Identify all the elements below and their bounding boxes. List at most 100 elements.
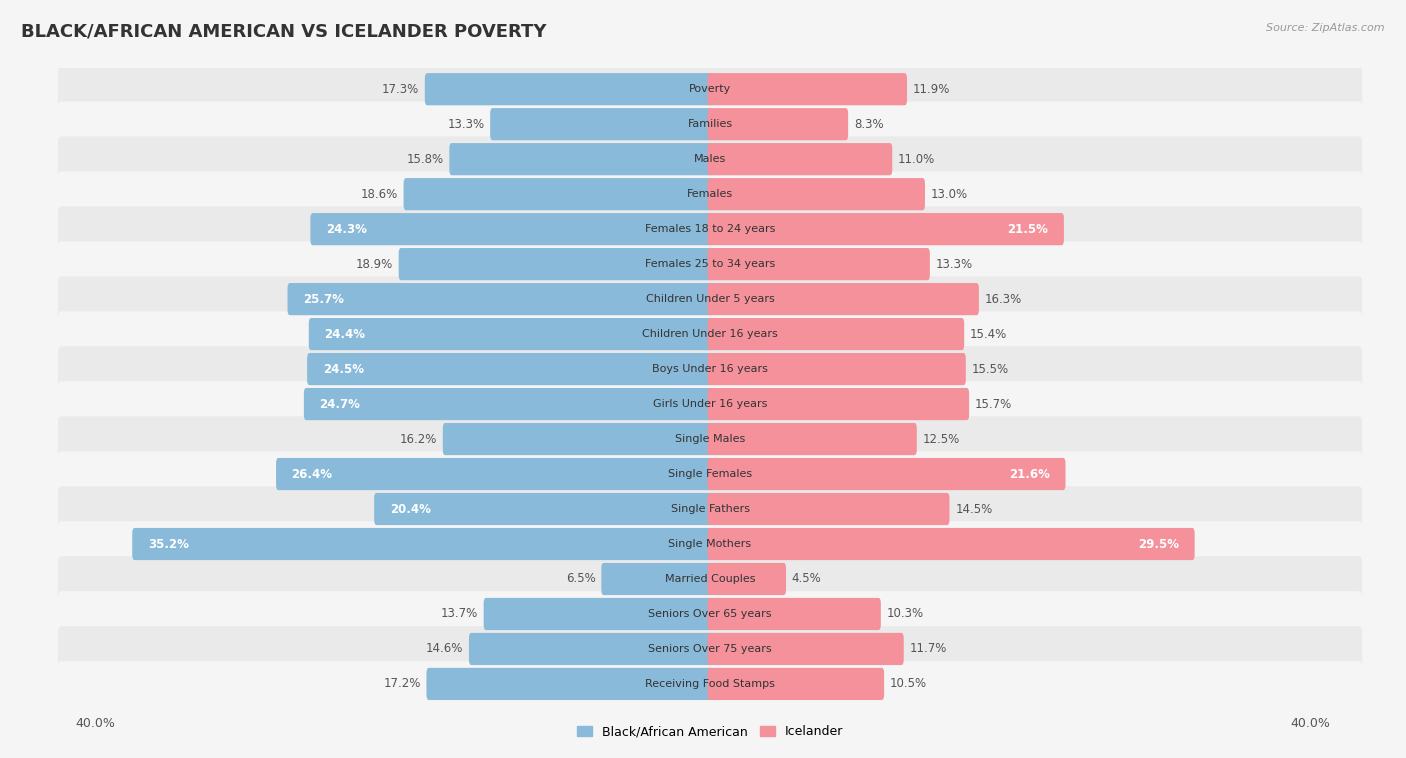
- FancyBboxPatch shape: [58, 67, 1362, 112]
- FancyBboxPatch shape: [287, 283, 713, 315]
- Text: 4.5%: 4.5%: [792, 572, 821, 585]
- Text: Married Couples: Married Couples: [665, 574, 755, 584]
- FancyBboxPatch shape: [707, 353, 966, 385]
- Text: 13.3%: 13.3%: [935, 258, 973, 271]
- Text: Children Under 5 years: Children Under 5 years: [645, 294, 775, 304]
- FancyBboxPatch shape: [707, 73, 907, 105]
- Text: 6.5%: 6.5%: [565, 572, 596, 585]
- Text: 29.5%: 29.5%: [1137, 537, 1180, 550]
- FancyBboxPatch shape: [399, 248, 713, 280]
- FancyBboxPatch shape: [707, 283, 979, 315]
- Text: Females 18 to 24 years: Females 18 to 24 years: [645, 224, 775, 234]
- Text: Poverty: Poverty: [689, 84, 731, 94]
- FancyBboxPatch shape: [707, 423, 917, 455]
- Text: 10.3%: 10.3%: [887, 607, 924, 621]
- Text: 15.5%: 15.5%: [972, 362, 1008, 375]
- FancyBboxPatch shape: [707, 213, 1064, 246]
- Text: 11.7%: 11.7%: [910, 643, 946, 656]
- Text: 14.6%: 14.6%: [426, 643, 463, 656]
- Text: 12.5%: 12.5%: [922, 433, 960, 446]
- FancyBboxPatch shape: [707, 563, 786, 595]
- Text: 10.5%: 10.5%: [890, 678, 927, 691]
- Text: Source: ZipAtlas.com: Source: ZipAtlas.com: [1267, 23, 1385, 33]
- FancyBboxPatch shape: [58, 661, 1362, 706]
- FancyBboxPatch shape: [58, 102, 1362, 147]
- Text: Single Mothers: Single Mothers: [668, 539, 752, 549]
- FancyBboxPatch shape: [707, 143, 893, 175]
- Text: 24.4%: 24.4%: [325, 327, 366, 340]
- Text: 24.5%: 24.5%: [322, 362, 364, 375]
- Text: 17.2%: 17.2%: [384, 678, 420, 691]
- Text: Receiving Food Stamps: Receiving Food Stamps: [645, 679, 775, 689]
- FancyBboxPatch shape: [58, 136, 1362, 182]
- FancyBboxPatch shape: [707, 108, 848, 140]
- FancyBboxPatch shape: [707, 528, 1195, 560]
- FancyBboxPatch shape: [58, 346, 1362, 392]
- Text: 24.7%: 24.7%: [319, 398, 360, 411]
- Text: Males: Males: [695, 154, 725, 164]
- FancyBboxPatch shape: [58, 206, 1362, 252]
- Text: 40.0%: 40.0%: [1291, 717, 1330, 731]
- Text: Single Fathers: Single Fathers: [671, 504, 749, 514]
- Text: 14.5%: 14.5%: [955, 503, 993, 515]
- Text: BLACK/AFRICAN AMERICAN VS ICELANDER POVERTY: BLACK/AFRICAN AMERICAN VS ICELANDER POVE…: [21, 23, 547, 41]
- FancyBboxPatch shape: [707, 318, 965, 350]
- FancyBboxPatch shape: [707, 248, 929, 280]
- FancyBboxPatch shape: [58, 241, 1362, 287]
- Text: 25.7%: 25.7%: [304, 293, 344, 305]
- FancyBboxPatch shape: [309, 318, 713, 350]
- Text: Single Females: Single Females: [668, 469, 752, 479]
- Text: 16.2%: 16.2%: [399, 433, 437, 446]
- FancyBboxPatch shape: [311, 213, 713, 246]
- Text: 11.9%: 11.9%: [912, 83, 950, 96]
- Text: Boys Under 16 years: Boys Under 16 years: [652, 364, 768, 374]
- FancyBboxPatch shape: [404, 178, 713, 210]
- Text: Children Under 16 years: Children Under 16 years: [643, 329, 778, 339]
- FancyBboxPatch shape: [491, 108, 713, 140]
- Legend: Black/African American, Icelander: Black/African American, Icelander: [572, 720, 848, 744]
- FancyBboxPatch shape: [443, 423, 713, 455]
- Text: 13.3%: 13.3%: [447, 117, 485, 130]
- FancyBboxPatch shape: [58, 381, 1362, 427]
- FancyBboxPatch shape: [58, 416, 1362, 462]
- FancyBboxPatch shape: [426, 668, 713, 700]
- FancyBboxPatch shape: [707, 178, 925, 210]
- Text: 15.4%: 15.4%: [970, 327, 1007, 340]
- FancyBboxPatch shape: [58, 591, 1362, 637]
- Text: 16.3%: 16.3%: [984, 293, 1022, 305]
- Text: Females: Females: [688, 190, 733, 199]
- Text: Seniors Over 75 years: Seniors Over 75 years: [648, 644, 772, 654]
- Text: Girls Under 16 years: Girls Under 16 years: [652, 399, 768, 409]
- Text: 11.0%: 11.0%: [898, 152, 935, 166]
- Text: Families: Families: [688, 119, 733, 129]
- FancyBboxPatch shape: [470, 633, 713, 665]
- FancyBboxPatch shape: [307, 353, 713, 385]
- Text: 15.7%: 15.7%: [974, 398, 1012, 411]
- FancyBboxPatch shape: [58, 171, 1362, 217]
- FancyBboxPatch shape: [374, 493, 713, 525]
- FancyBboxPatch shape: [707, 458, 1066, 490]
- FancyBboxPatch shape: [58, 487, 1362, 532]
- Text: 24.3%: 24.3%: [326, 223, 367, 236]
- Text: 15.8%: 15.8%: [406, 152, 444, 166]
- Text: 35.2%: 35.2%: [148, 537, 188, 550]
- Text: 21.5%: 21.5%: [1008, 223, 1049, 236]
- FancyBboxPatch shape: [304, 388, 713, 420]
- Text: 8.3%: 8.3%: [853, 117, 883, 130]
- FancyBboxPatch shape: [58, 626, 1362, 672]
- Text: 18.9%: 18.9%: [356, 258, 392, 271]
- FancyBboxPatch shape: [707, 388, 969, 420]
- FancyBboxPatch shape: [450, 143, 713, 175]
- FancyBboxPatch shape: [58, 451, 1362, 496]
- Text: 18.6%: 18.6%: [360, 188, 398, 201]
- Text: 17.3%: 17.3%: [382, 83, 419, 96]
- FancyBboxPatch shape: [425, 73, 713, 105]
- Text: 13.0%: 13.0%: [931, 188, 967, 201]
- FancyBboxPatch shape: [58, 312, 1362, 357]
- FancyBboxPatch shape: [58, 277, 1362, 322]
- FancyBboxPatch shape: [707, 598, 880, 630]
- FancyBboxPatch shape: [276, 458, 713, 490]
- FancyBboxPatch shape: [58, 522, 1362, 567]
- FancyBboxPatch shape: [602, 563, 713, 595]
- Text: 26.4%: 26.4%: [291, 468, 333, 481]
